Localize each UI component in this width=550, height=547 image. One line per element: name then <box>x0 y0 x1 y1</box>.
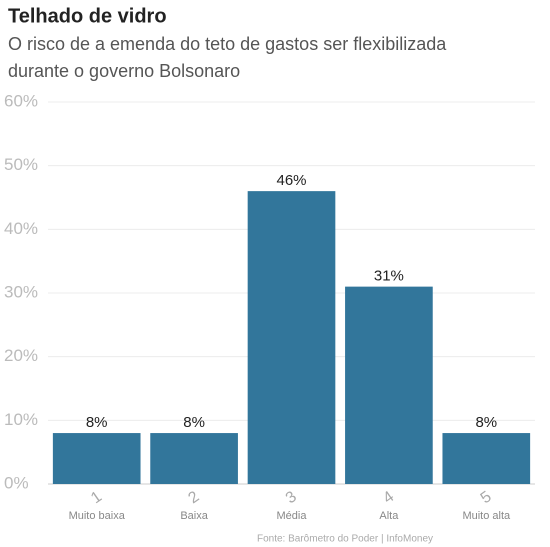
bar <box>442 433 531 484</box>
chart-title: Telhado de vidro <box>8 5 167 27</box>
x-category-label: Muito alta <box>462 510 511 522</box>
chart-subtitle: O risco de a emenda do teto de gastos se… <box>8 34 447 54</box>
chart-subtitle: durante o governo Bolsonaro <box>8 61 240 81</box>
bar <box>52 433 141 484</box>
x-category-label: Baixa <box>180 510 208 522</box>
x-category-label: Alta <box>379 510 399 522</box>
x-tick-label: 2 <box>185 488 202 507</box>
y-tick-label: 60% <box>4 91 38 110</box>
x-tick-label: 4 <box>380 488 397 507</box>
x-category-label: Média <box>277 510 308 522</box>
bar <box>345 286 433 484</box>
y-tick-label: 50% <box>4 155 38 174</box>
value-label: 8% <box>86 414 108 431</box>
value-label: 8% <box>183 414 205 431</box>
y-tick-label: 10% <box>4 410 38 429</box>
y-tick-label: 30% <box>4 282 38 301</box>
bar <box>247 191 336 484</box>
value-label: 31% <box>374 268 404 285</box>
source: Fonte: Barômetro do Poder | InfoMoney <box>257 534 433 545</box>
bar <box>150 433 238 484</box>
y-tick-label: 0% <box>4 473 29 492</box>
x-tick-label: 1 <box>88 488 105 507</box>
x-category-label: Muito baixa <box>69 510 126 522</box>
x-tick-label: 5 <box>478 488 495 507</box>
y-tick-label: 20% <box>4 346 38 365</box>
value-label: 8% <box>475 414 497 431</box>
y-tick-label: 40% <box>4 219 38 238</box>
value-label: 46% <box>276 172 306 189</box>
x-tick-label: 3 <box>283 488 300 507</box>
